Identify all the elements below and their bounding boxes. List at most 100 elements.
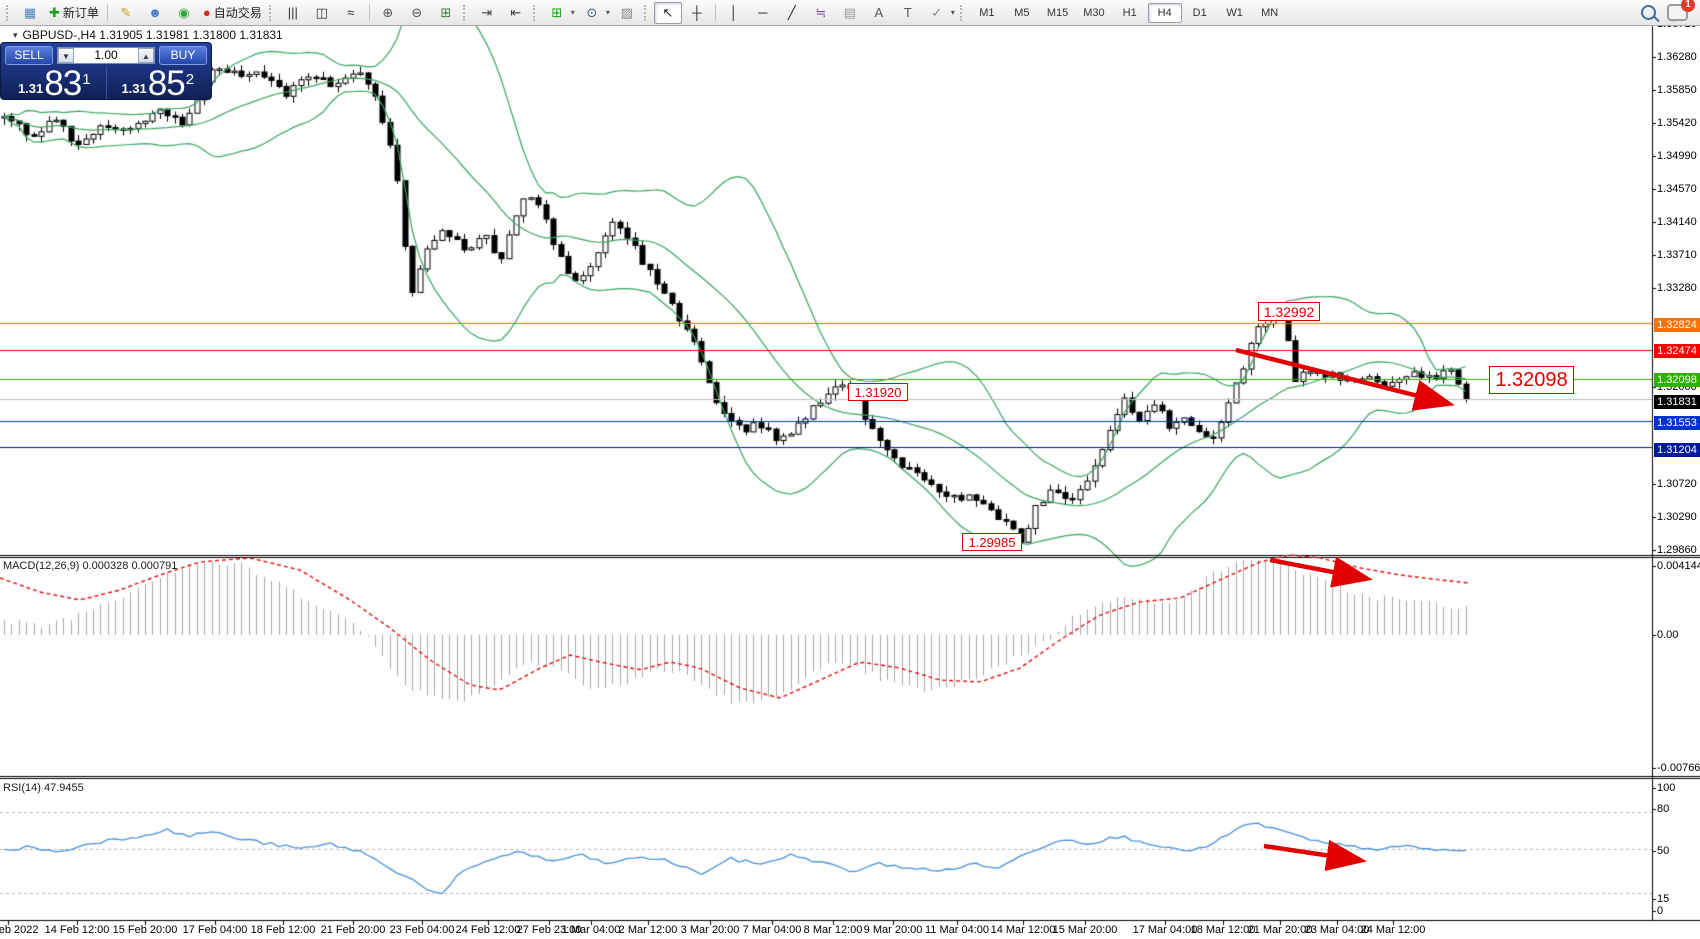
time-axis-label: 17 Feb 04:00 [182, 924, 248, 936]
shapes-dropdown[interactable]: ▾ [950, 8, 955, 17]
shapes-icon[interactable]: ✓ [931, 4, 943, 20]
time-axis-label: 11 Mar 04:00 [924, 924, 990, 936]
timeframe-w1[interactable]: W1 [1226, 6, 1243, 19]
text-icon[interactable]: A [874, 5, 884, 20]
timeframe-m1[interactable]: M1 [979, 6, 995, 19]
bars-chart-icon[interactable]: ||| [287, 5, 298, 20]
time-axis-label: 1 Mar 04:00 [561, 924, 621, 936]
volume-increase-button[interactable]: ▲ [138, 48, 154, 63]
buy-button[interactable]: BUY [159, 46, 207, 65]
new-order-button[interactable]: ✚ 新订单 [45, 2, 103, 24]
templates-icon[interactable]: ▨ [620, 4, 633, 20]
tile-windows-icon[interactable]: ⊞ [440, 4, 452, 20]
toolbar-grip[interactable] [532, 4, 538, 21]
toolbar-grip[interactable] [643, 4, 649, 21]
price-level-badge: 1.31831 [1654, 395, 1700, 409]
toolbar-grip[interactable] [6, 4, 11, 21]
grid-icon[interactable]: ▤ [843, 4, 856, 20]
signal-icon[interactable]: ◉ [178, 4, 190, 20]
timeframe-m30[interactable]: M30 [1083, 6, 1105, 19]
label-icon[interactable]: T [903, 5, 912, 20]
toolbar-grip[interactable] [959, 4, 965, 21]
rsi-axis-label: 0 [1657, 905, 1664, 917]
price-annotation-box[interactable]: 1.32992 [1258, 302, 1320, 321]
time-axis-label: 9 Mar 20:00 [863, 924, 923, 936]
rsi-axis-label: 100 [1657, 782, 1676, 794]
price-annotation-box[interactable]: 1.32098 [1489, 366, 1574, 394]
time-axis-label: 8 Mar 12:00 [803, 924, 863, 936]
sell-price-big: 83 [44, 64, 82, 103]
time-axis-label: 23 Feb 04:00 [389, 924, 455, 936]
price-tick-label: 1.34570 [1657, 183, 1697, 195]
buy-price[interactable]: 1.31 85 2 [109, 65, 208, 101]
price-level-badge: 1.31553 [1654, 416, 1700, 430]
vertical-line-icon[interactable]: │ [729, 5, 738, 20]
styles-icon[interactable]: ✎ [120, 4, 132, 20]
price-tick-label: 1.34140 [1657, 216, 1697, 228]
time-axis-label: 27 Feb 23:00 [516, 924, 582, 936]
zoom-out-icon[interactable]: ⊖ [411, 4, 423, 20]
macd-main-value: 0.000328 [82, 560, 129, 572]
horizontal-line-icon[interactable]: ─ [758, 5, 768, 20]
chart-title-text: GBPUSD-,H4 1.31905 1.31981 1.31800 1.318… [22, 28, 283, 42]
chart-title: ▾ GBPUSD-,H4 1.31905 1.31981 1.31800 1.3… [13, 28, 283, 42]
crosshair-icon[interactable]: ┼ [692, 5, 702, 20]
profile-icon[interactable]: ☻ [148, 5, 162, 20]
volume-value[interactable]: 1.00 [94, 48, 118, 62]
sell-price[interactable]: 1.31 83 1 [5, 65, 104, 101]
timeframe-m5[interactable]: M5 [1014, 6, 1030, 19]
notifications-icon[interactable]: 1 [1667, 0, 1695, 22]
timeframe-mn[interactable]: MN [1261, 6, 1279, 19]
periods-icon[interactable]: ⊙ [586, 4, 598, 20]
cursor-icon[interactable]: ↖ [653, 1, 682, 24]
sell-button[interactable]: SELL [5, 46, 53, 65]
volume-decrease-button[interactable]: ▼ [58, 48, 74, 63]
auto-scroll-icon[interactable]: ⇥ [481, 4, 493, 20]
price-level-badge: 1.32474 [1654, 344, 1700, 358]
time-axis-label: 3 Mar 20:00 [680, 924, 740, 936]
price-annotation-box[interactable]: 1.29985 [962, 533, 1022, 551]
rsi-indicator-label: RSI(14) 47.9455 [3, 782, 84, 794]
toolbar: ▦ ✚ 新订单 ✎ ☻ ◉ ● 自动交易 ||| ◫ ≈ ⊕ ⊖ ⊞ ⇥ ⇤ ⊞ ▾ ⊙ ▾ ▨ ↖ ┼ │ ─ ╱ ≒ ▤ A T ✓ ▾ M… [0, 0, 1700, 26]
rsi-axis-label: 80 [1657, 803, 1670, 815]
price-tick-label: 1.30290 [1657, 511, 1697, 523]
time-axis-label: 11 Feb 2022 [0, 924, 39, 936]
time-axis-label: 14 Feb 12:00 [44, 924, 110, 936]
buy-price-sup: 2 [185, 71, 195, 88]
time-axis-label: 18 Mar 12:00 [1190, 924, 1256, 936]
macd-signal-value: 0.000791 [131, 560, 178, 572]
trendline-icon[interactable]: ╱ [787, 4, 796, 20]
buy-price-small: 1.31 [121, 81, 147, 96]
time-axis-label: 14 Mar 12:00 [990, 924, 1056, 936]
search-icon[interactable] [1641, 5, 1656, 20]
zoom-in-icon[interactable]: ⊕ [382, 4, 394, 20]
indicators-dropdown[interactable]: ▾ [570, 8, 575, 17]
indicators-icon[interactable]: ⊞ [551, 4, 563, 20]
time-axis-label: 18 Feb 12:00 [250, 924, 316, 936]
price-level-badge: 1.32824 [1654, 318, 1700, 332]
one-click-trading-panel: SELL ▼ 1.00 ▲ BUY 1.31 83 1 1.31 85 2 [0, 42, 212, 101]
rsi-value: 47.9455 [43, 782, 84, 794]
timeframe-m15[interactable]: M15 [1046, 6, 1069, 19]
macd-name: MACD(12,26,9) [3, 560, 80, 572]
macd-axis-label: -0.007664 [1657, 762, 1700, 774]
candles-chart-icon[interactable]: ◫ [315, 4, 328, 20]
new-chart-icon[interactable]: ▦ [23, 4, 37, 20]
price-annotation-box[interactable]: 1.31920 [848, 383, 908, 401]
price-divider [105, 67, 107, 99]
periods-dropdown[interactable]: ▾ [605, 8, 610, 17]
timeframe-h1[interactable]: H1 [1122, 6, 1137, 19]
toolbar-grip[interactable] [462, 4, 468, 21]
timeframe-d1[interactable]: D1 [1192, 6, 1207, 19]
volume-stepper[interactable]: ▼ 1.00 ▲ [57, 47, 155, 64]
timeframe-h4[interactable]: H4 [1147, 2, 1182, 23]
price-tick-label: 1.33710 [1657, 249, 1697, 261]
sell-price-sup: 1 [82, 71, 91, 88]
fibonacci-icon[interactable]: ≒ [815, 4, 827, 20]
chart-shift-icon[interactable]: ⇤ [510, 4, 522, 20]
autotrade-button[interactable]: ● 自动交易 [199, 2, 266, 24]
rsi-axis-label: 50 [1657, 845, 1670, 857]
toolbar-grip[interactable] [268, 4, 274, 21]
line-chart-icon[interactable]: ≈ [347, 5, 355, 20]
